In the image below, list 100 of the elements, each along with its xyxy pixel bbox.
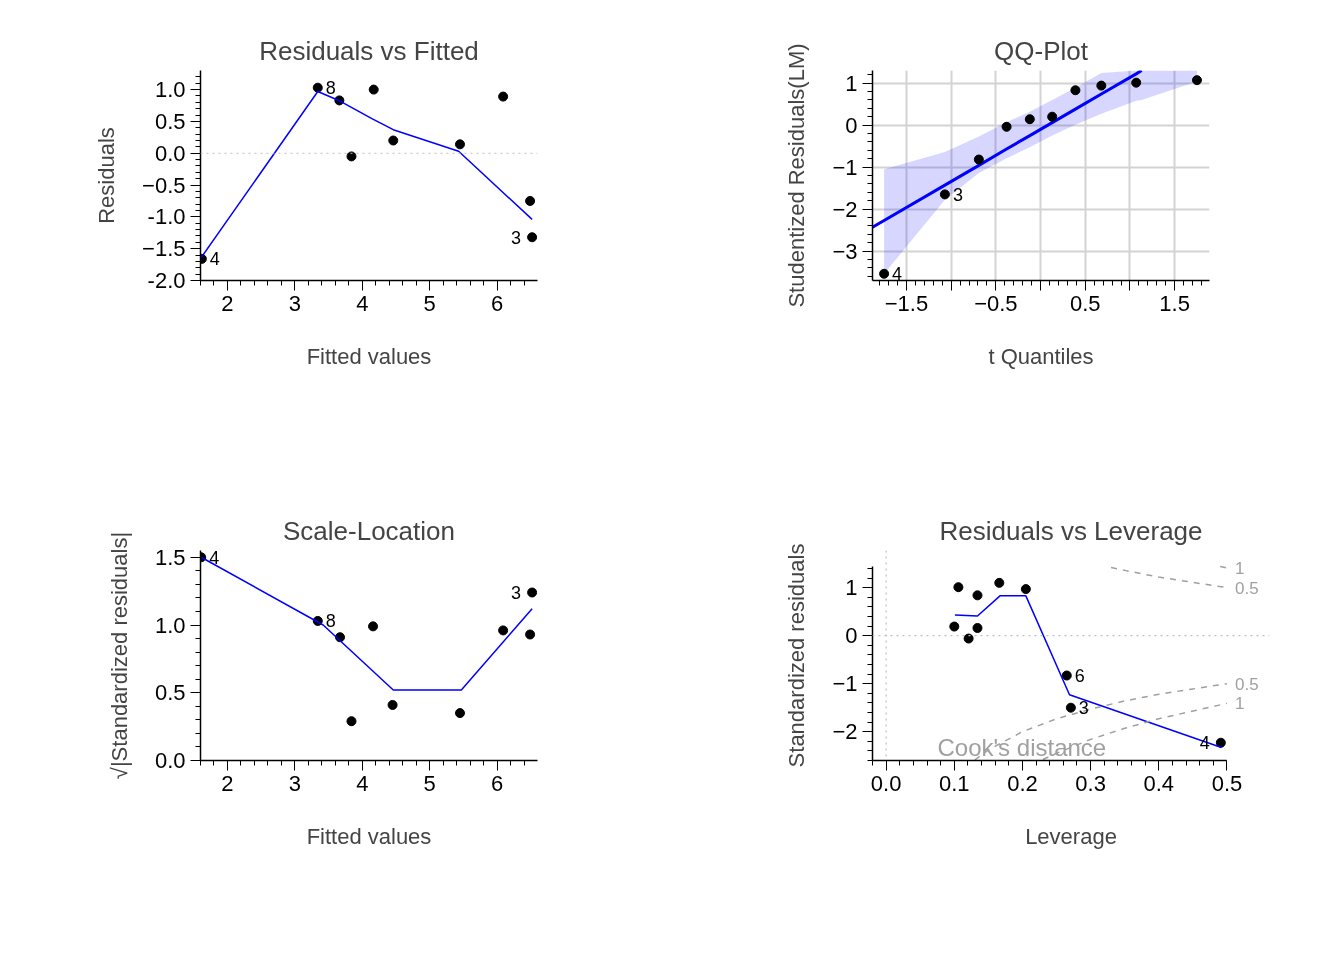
x-tick-label: 4 xyxy=(356,290,369,316)
chart-title: Scale-Location xyxy=(283,515,455,546)
y-tick-label: −0.5 xyxy=(142,172,186,198)
point xyxy=(949,621,960,632)
y-tick-label: 0 xyxy=(845,623,858,649)
y-tick-label: 1 xyxy=(845,70,858,96)
point xyxy=(388,135,399,146)
x-tick-label: 1.5 xyxy=(1159,290,1190,316)
point xyxy=(527,232,538,243)
y-tick-label: −3 xyxy=(832,238,858,264)
x-tick-label: 0.4 xyxy=(1143,770,1175,796)
series-label: 0.5 xyxy=(1234,578,1259,598)
x-axis-title: Fitted values xyxy=(306,343,432,369)
point xyxy=(454,708,465,719)
chart-title: Residuals vs Fitted xyxy=(259,35,479,66)
chart-title: QQ-Plot xyxy=(994,35,1089,66)
point xyxy=(953,582,964,593)
annotation: 8 xyxy=(325,78,336,99)
y-tick-label: −1.5 xyxy=(142,236,186,262)
series-label: 1 xyxy=(1234,694,1245,714)
x-tick-label: 0.1 xyxy=(939,770,970,796)
annotation: Cook's distance xyxy=(937,733,1107,761)
annotation: 3 xyxy=(511,583,522,603)
point xyxy=(973,154,984,165)
point xyxy=(346,151,357,162)
y-axis-title: Studentized Residuals(LM) xyxy=(784,43,810,308)
annotation: 4 xyxy=(209,547,220,568)
point xyxy=(1024,114,1035,125)
point xyxy=(525,629,536,640)
point xyxy=(1096,80,1107,91)
series-label: 0.5 xyxy=(1234,674,1259,694)
point xyxy=(1065,702,1076,713)
y-tick-label: −2 xyxy=(832,719,858,745)
y-tick-label: 1 xyxy=(845,575,858,601)
point xyxy=(1070,85,1081,96)
y-tick-label: −2 xyxy=(832,196,858,222)
point xyxy=(525,195,536,206)
x-tick-label: 3 xyxy=(288,770,301,796)
point xyxy=(527,587,538,598)
point xyxy=(972,623,983,633)
y-axis-title: Residuals xyxy=(94,127,120,224)
point xyxy=(1047,111,1058,122)
x-axis-title: t Quantiles xyxy=(988,343,1094,369)
y-tick-label: 0.5 xyxy=(154,108,186,134)
point xyxy=(1020,584,1031,595)
point xyxy=(346,716,357,727)
x-tick-label: −0.5 xyxy=(974,290,1018,316)
y-tick-label: 0.0 xyxy=(154,748,186,773)
annotation: 3 xyxy=(1078,698,1089,719)
point xyxy=(312,82,323,93)
y-tick-label: 1.0 xyxy=(154,612,186,638)
series-label: 1 xyxy=(1234,558,1245,578)
x-tick-label: −1.5 xyxy=(884,290,929,316)
x-tick-label: 0.5 xyxy=(1211,770,1243,796)
point xyxy=(963,633,974,644)
x-tick-label: 2 xyxy=(221,770,234,796)
annotation: 4 xyxy=(892,264,903,285)
y-axis-title: √|Standardized residuals| xyxy=(106,531,132,780)
x-tick-label: 0.2 xyxy=(1007,770,1038,796)
point xyxy=(498,625,509,636)
point xyxy=(1215,737,1226,748)
point xyxy=(387,699,398,710)
y-axis-title: Standardized residuals xyxy=(784,543,810,768)
y-tick-label: 0 xyxy=(845,112,858,138)
y-tick-label: -1.0 xyxy=(147,204,186,230)
point xyxy=(1131,77,1142,88)
line-series xyxy=(872,70,1144,229)
point xyxy=(1191,75,1202,86)
annotation: 6 xyxy=(1074,666,1085,687)
x-tick-label: 4 xyxy=(356,770,369,796)
annotation: 3 xyxy=(511,227,522,248)
x-tick-label: 0.5 xyxy=(1069,290,1101,316)
y-tick-label: -2.0 xyxy=(147,268,186,293)
point xyxy=(994,577,1005,588)
point xyxy=(939,189,950,200)
x-axis-title: Fitted values xyxy=(306,823,432,849)
chart-title: Residuals vs Leverage xyxy=(939,515,1203,546)
annotation: 8 xyxy=(325,611,336,632)
point xyxy=(1001,121,1012,132)
x-tick-label: 2 xyxy=(221,290,234,316)
point xyxy=(498,91,509,102)
x-tick-label: 3 xyxy=(288,290,301,316)
x-tick-label: 6 xyxy=(490,290,504,316)
point xyxy=(368,84,379,95)
point xyxy=(368,621,379,632)
y-tick-label: 1.0 xyxy=(154,77,186,103)
y-tick-label: 0.0 xyxy=(154,140,186,166)
point xyxy=(1061,670,1072,681)
y-tick-label: 0.5 xyxy=(154,680,186,706)
annotation: 4 xyxy=(209,249,220,270)
y-tick-label: −1 xyxy=(832,154,858,180)
x-tick-label: 5 xyxy=(423,290,436,316)
annotation: 3 xyxy=(952,184,963,205)
x-tick-label: 0.3 xyxy=(1075,770,1106,796)
point xyxy=(879,268,890,279)
x-axis-title: Leverage xyxy=(1025,823,1117,849)
x-tick-label: 0.0 xyxy=(870,770,902,796)
point xyxy=(972,590,983,601)
x-tick-label: 5 xyxy=(423,770,436,796)
y-tick-label: −1 xyxy=(832,671,858,697)
